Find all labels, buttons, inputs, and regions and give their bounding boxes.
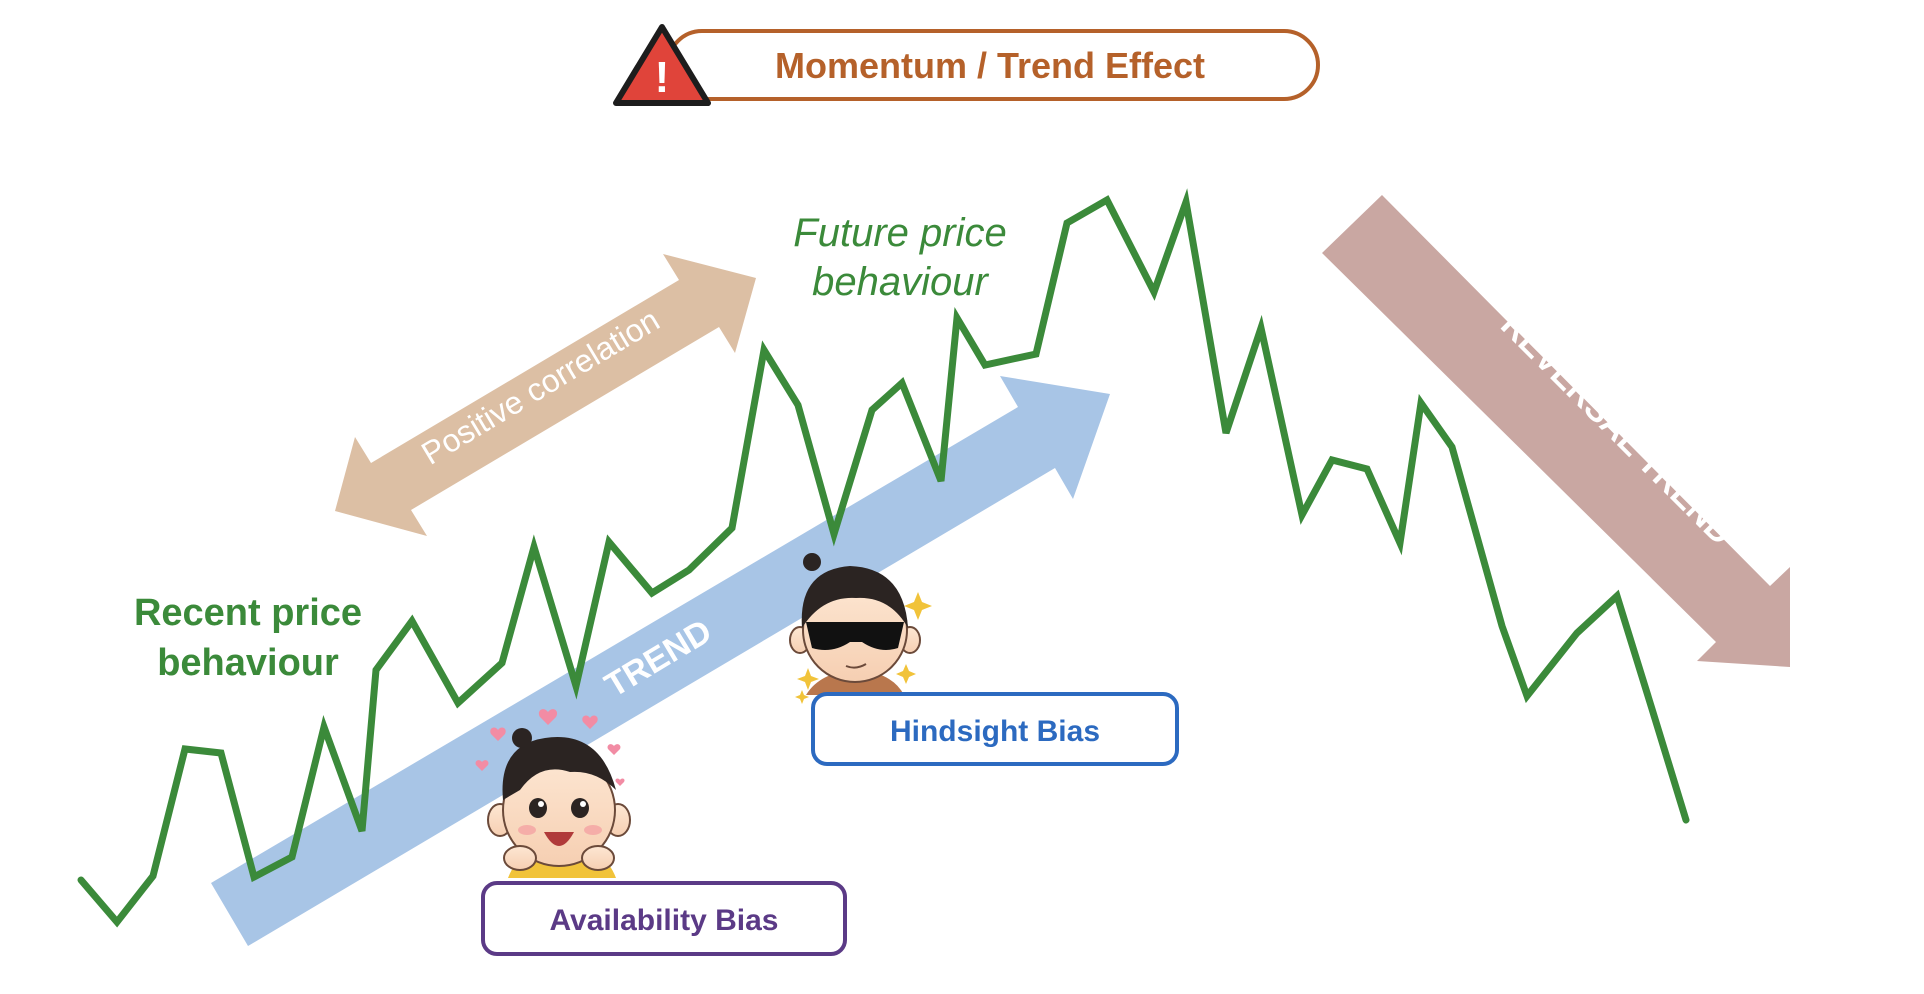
warning-triangle-icon: ! xyxy=(613,24,711,106)
positive-correlation-shape xyxy=(335,254,756,536)
hindsight-bias-box xyxy=(811,692,1179,766)
hindsight-bias-label: Hindsight Bias xyxy=(890,715,1100,748)
sunglasses-person-icon xyxy=(789,553,932,704)
price-line xyxy=(77,188,1690,928)
availability-bias-badge: Availability Bias xyxy=(481,881,847,956)
availability-bias-box xyxy=(481,881,847,956)
future-price-label: Future price behaviour xyxy=(793,211,1006,304)
warning-exclamation: ! xyxy=(655,53,670,102)
hindsight-bias-badge: Hindsight Bias xyxy=(811,692,1179,766)
positive-correlation-arrow: Positive correlation xyxy=(335,254,756,536)
trend-arrow: TREND xyxy=(211,376,1110,946)
reversal-trend-arrow: REVERSAL TREND xyxy=(1322,195,1790,667)
title-text: Momentum / Trend Effect xyxy=(775,45,1205,86)
title-banner: Momentum / Trend Effect ! xyxy=(613,24,1320,106)
reversal-trend-shape xyxy=(1322,195,1790,667)
recent-price-line1: Recent price xyxy=(134,592,362,634)
recent-price-label: Recent price behaviour xyxy=(134,592,362,684)
positive-correlation-label: Positive correlation xyxy=(415,302,665,472)
availability-bias-label: Availability Bias xyxy=(550,904,779,937)
future-price-line1: Future price xyxy=(793,211,1006,255)
smiling-person-icon xyxy=(475,709,631,878)
trend-arrow-shape xyxy=(211,376,1110,946)
hearts-decoration xyxy=(475,709,625,786)
future-price-line2: behaviour xyxy=(812,260,989,304)
sparkles-decoration xyxy=(795,592,932,704)
recent-price-line2: behaviour xyxy=(157,642,339,684)
